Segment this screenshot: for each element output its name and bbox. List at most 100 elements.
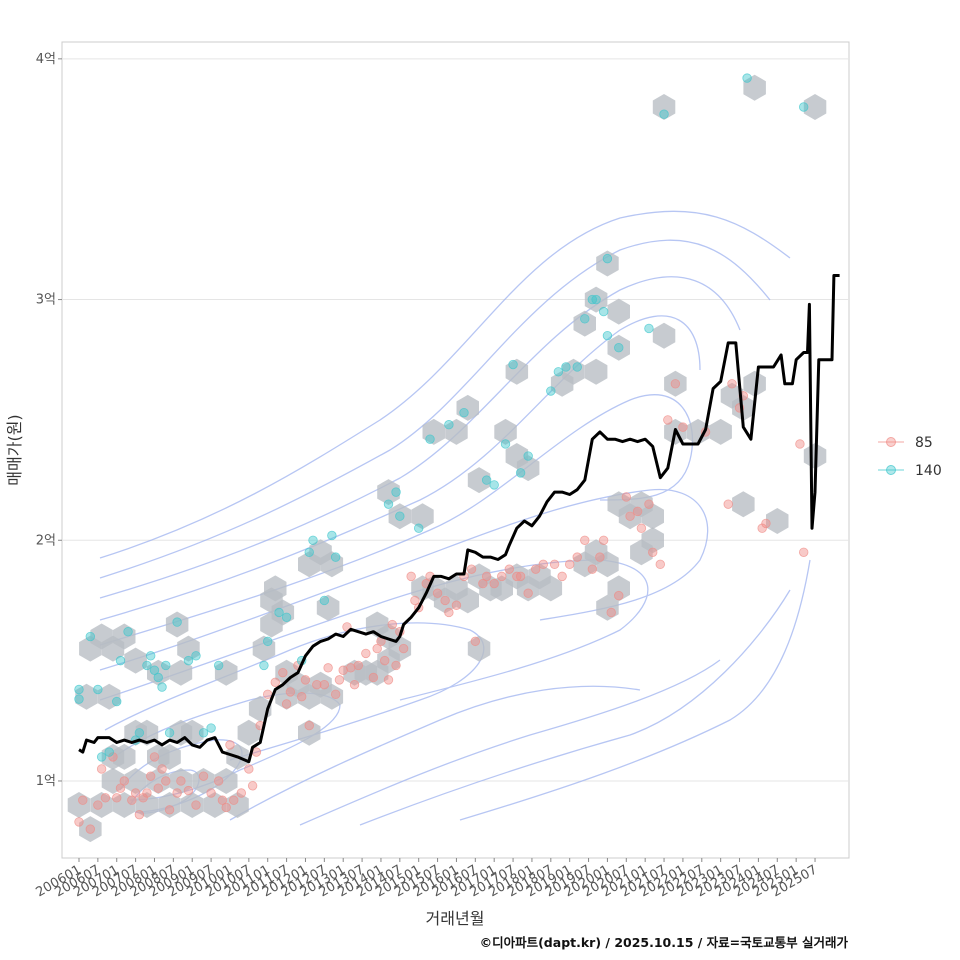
point-series-85 <box>300 675 311 685</box>
point-series-140 <box>459 407 469 418</box>
point-series-85 <box>512 571 522 582</box>
point-series-85 <box>391 660 401 671</box>
point-series-85 <box>142 788 152 798</box>
point-series-85 <box>304 720 314 731</box>
point-series-140 <box>644 323 654 334</box>
point-series-140 <box>123 627 133 637</box>
point-series-140 <box>602 330 613 341</box>
point-series-140 <box>161 660 171 671</box>
hexbin-cell <box>743 370 766 397</box>
point-series-140 <box>142 660 152 671</box>
point-series-85 <box>296 692 307 702</box>
hexbin-cell <box>124 647 147 674</box>
point-series-85 <box>119 776 129 786</box>
point-series-85 <box>598 535 609 545</box>
point-series-140 <box>183 655 194 666</box>
hexbin-cell <box>165 611 189 638</box>
point-series-85 <box>115 783 126 793</box>
point-series-140 <box>157 682 167 692</box>
point-series-85 <box>108 752 118 762</box>
point-series-85 <box>440 595 450 606</box>
point-series-140 <box>425 434 435 444</box>
point-series-140 <box>206 723 216 733</box>
point-series-85 <box>138 793 148 803</box>
hexbin-cell <box>158 792 181 818</box>
hexbin-cell <box>743 74 766 101</box>
hexbin-cell <box>607 334 630 361</box>
point-series-85 <box>795 439 805 449</box>
point-series-85 <box>191 800 201 810</box>
point-series-85 <box>470 636 481 647</box>
hexbin-cell <box>607 575 630 602</box>
hexbin-cell <box>192 768 215 794</box>
point-series-85 <box>206 788 216 798</box>
point-series-140 <box>444 420 454 430</box>
hexbin-cell <box>252 635 276 662</box>
hexbin-cell <box>732 491 755 518</box>
scatter-points <box>74 73 809 834</box>
hexbin-cell <box>630 539 653 566</box>
point-series-140 <box>587 294 598 305</box>
point-series-85 <box>636 523 647 533</box>
point-series-140 <box>308 535 318 545</box>
point-series-140 <box>112 696 122 707</box>
point-series-140 <box>304 547 314 558</box>
hexbin-cell <box>494 418 517 445</box>
point-series-85 <box>406 571 416 582</box>
point-series-85 <box>281 699 292 709</box>
hexbin-cell <box>214 659 238 686</box>
point-series-140 <box>85 631 96 642</box>
point-series-85 <box>78 795 88 805</box>
hexbin-cell <box>652 322 676 349</box>
hexbin-cell <box>298 719 321 746</box>
point-series-85 <box>727 379 737 389</box>
y-axis-title: 매매가(원) <box>5 414 24 485</box>
point-series-140 <box>489 480 499 490</box>
point-series-140 <box>391 487 401 497</box>
point-series-140 <box>553 367 564 377</box>
point-series-140 <box>614 342 624 353</box>
x-axis: 2006012006072007012007072008012008072009… <box>33 858 820 900</box>
contour-line <box>99 239 771 579</box>
point-series-85 <box>515 571 526 582</box>
point-series-85 <box>678 422 688 432</box>
point-series-85 <box>761 518 771 529</box>
point-series-85 <box>161 776 171 786</box>
point-series-85 <box>112 793 122 803</box>
point-series-85 <box>497 571 507 582</box>
point-series-85 <box>172 788 182 798</box>
point-series-140 <box>481 475 492 485</box>
point-series-140 <box>319 595 330 606</box>
hexbin-cell <box>505 358 529 385</box>
point-series-85 <box>164 805 175 815</box>
contour-line <box>229 685 641 821</box>
hexbin-cell <box>732 394 755 421</box>
hexbin-cell <box>456 394 479 421</box>
legend-swatch-point <box>886 465 896 475</box>
legend-swatch-point <box>886 437 896 447</box>
hexbin-cell <box>124 768 147 794</box>
contour-line <box>99 315 701 621</box>
point-series-85 <box>330 689 341 700</box>
point-series-140 <box>327 530 337 541</box>
hexbin-cell <box>97 683 121 710</box>
hexbin-cell <box>264 575 287 602</box>
point-series-140 <box>104 747 114 757</box>
hexbin-cell <box>516 455 540 482</box>
point-series-85 <box>157 764 167 774</box>
point-series-140 <box>591 294 601 305</box>
hexbin-cell <box>596 551 619 578</box>
contour-line <box>99 210 791 559</box>
point-series-140 <box>500 439 511 449</box>
hexbin-cell <box>584 358 608 385</box>
point-series-85 <box>466 564 477 574</box>
point-series-140 <box>281 612 292 622</box>
hexbin-cell <box>607 298 630 325</box>
point-series-85 <box>361 648 371 659</box>
point-series-140 <box>263 636 273 647</box>
point-series-85 <box>353 660 364 671</box>
point-series-85 <box>383 675 394 685</box>
trend-line-layer <box>78 274 840 764</box>
point-series-85 <box>478 578 488 589</box>
